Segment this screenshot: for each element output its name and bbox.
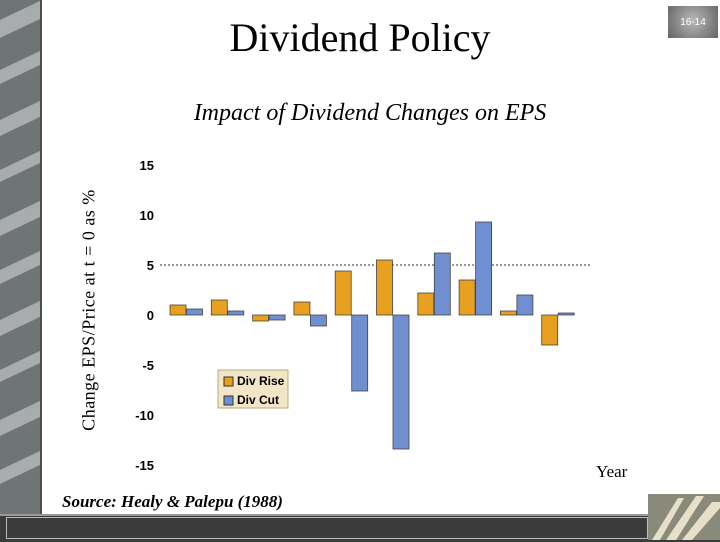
bar-div-rise-3 [458,279,476,316]
bar-div-cut-1 [392,314,410,450]
bottom-bar [0,514,720,542]
bar-div-rise-0 [334,270,352,316]
legend-swatch-div-cut [223,395,234,406]
y-tick-label: -15 [135,458,154,473]
y-tick-labels: 15 10 5 0 -5 -10 -15 [135,158,154,473]
slide-title: Dividend Policy [229,15,491,60]
y-tick-label: -10 [135,408,154,423]
legend-swatch-div-rise [223,376,234,387]
chart-title: Impact of Dividend Changes on EPS [193,100,547,126]
y-tick-label: 10 [140,208,154,223]
y-axis-label: Change EPS/Price at t = 0 as % [78,189,99,431]
bar-div-rise--3 [210,299,228,316]
bottom-bar-frame [6,517,648,539]
bar-div-rise--1 [293,301,311,316]
bar-div-rise--4 [169,304,187,316]
bar-div-rise-4 [499,310,517,316]
x-axis-label: Year [596,462,628,481]
corner-decoration [648,494,720,540]
bar-div-cut--3 [227,310,245,316]
decorative-stripe-panel [0,0,42,540]
bars-group [169,221,575,450]
legend-label-div-cut: Div Cut [237,393,279,407]
bar-div-rise--2 [252,314,270,322]
y-tick-label: -5 [142,358,154,373]
slide-number-badge: 16-14 [668,6,718,38]
source-citation: Source: Healy & Palepu (1988) [62,492,283,511]
bar-div-cut-3 [475,221,493,316]
bar-div-cut-4 [516,294,534,316]
legend: Div Rise Div Cut [217,369,289,409]
bar-chart: 15 10 5 0 -5 -10 -15 Div Rise Div Cut [135,158,590,473]
legend-label-div-rise: Div Rise [237,374,285,388]
bar-div-rise-5 [541,314,559,346]
y-tick-label: 15 [140,158,154,173]
bar-div-cut--4 [186,308,203,316]
y-tick-label: 0 [147,308,154,323]
y-tick-label: 5 [147,258,154,273]
bar-div-rise-1 [376,259,393,316]
bar-div-cut-5 [557,312,575,316]
bar-div-cut-2 [433,252,451,316]
bar-div-cut--1 [309,314,327,327]
bar-div-cut-0 [351,314,369,392]
bar-div-cut--2 [268,314,286,321]
bar-div-rise-2 [417,292,435,316]
